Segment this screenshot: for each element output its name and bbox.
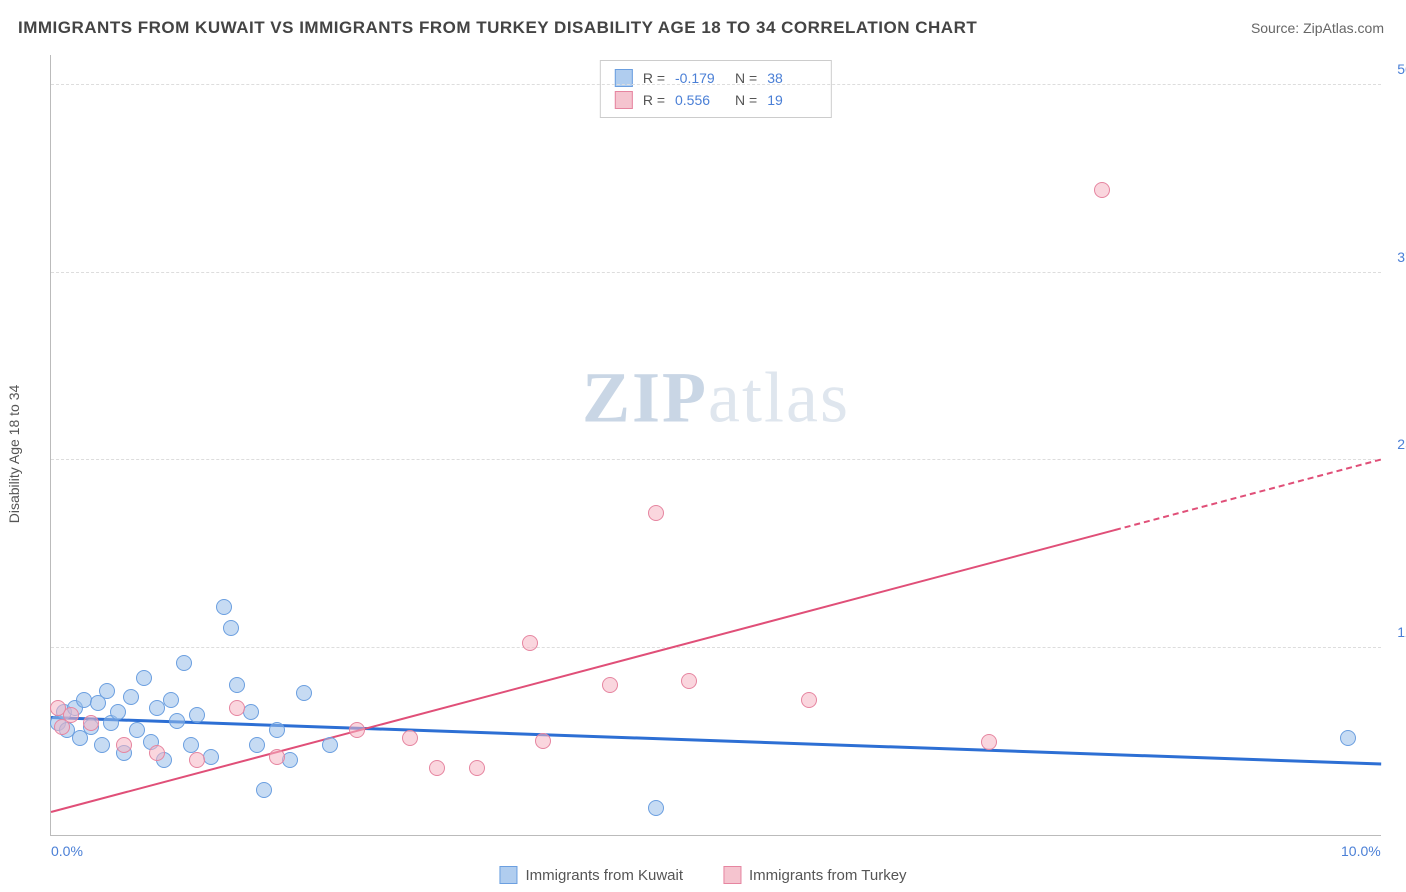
y-tick-label: 12.5% (1397, 624, 1406, 640)
data-point-kuwait (183, 737, 199, 753)
stat-n-value: 19 (767, 89, 817, 111)
data-point-kuwait (256, 782, 272, 798)
legend-item-turkey: Immigrants from Turkey (723, 866, 907, 884)
data-point-turkey (149, 745, 165, 761)
data-point-kuwait (163, 692, 179, 708)
data-point-turkey (83, 715, 99, 731)
data-point-turkey (522, 635, 538, 651)
stat-n-value: 38 (767, 67, 817, 89)
data-point-kuwait (169, 713, 185, 729)
legend-bottom: Immigrants from Kuwait Immigrants from Tu… (499, 866, 906, 884)
data-point-turkey (402, 730, 418, 746)
watermark-text: ZIPatlas (582, 357, 850, 440)
data-point-turkey (269, 749, 285, 765)
data-point-kuwait (296, 685, 312, 701)
source-value: ZipAtlas.com (1303, 20, 1384, 36)
data-point-turkey (116, 737, 132, 753)
trend-line (1115, 458, 1382, 530)
data-point-turkey (349, 722, 365, 738)
stat-r-label: R = (643, 67, 665, 89)
data-point-turkey (469, 760, 485, 776)
data-point-turkey (535, 733, 551, 749)
legend-swatch-kuwait (499, 866, 517, 884)
data-point-kuwait (648, 800, 664, 816)
data-point-turkey (801, 692, 817, 708)
data-point-kuwait (94, 737, 110, 753)
data-point-turkey (429, 760, 445, 776)
chart-title: IMMIGRANTS FROM KUWAIT VS IMMIGRANTS FRO… (18, 18, 977, 38)
stat-n-label: N = (735, 67, 757, 89)
legend-swatch-turkey (723, 866, 741, 884)
data-point-turkey (63, 707, 79, 723)
chart-plot-area: ZIPatlas R =-0.179N =38R =0.556N =19 12.… (50, 55, 1381, 836)
data-point-kuwait (110, 704, 126, 720)
stat-row-kuwait: R = -0.179 N = 38 (615, 67, 817, 89)
data-point-kuwait (249, 737, 265, 753)
watermark-atlas: atlas (708, 358, 850, 438)
legend-label-kuwait: Immigrants from Kuwait (525, 867, 683, 884)
x-tick-label: 10.0% (1341, 843, 1381, 859)
data-point-turkey (602, 677, 618, 693)
data-point-kuwait (176, 655, 192, 671)
data-point-kuwait (129, 722, 145, 738)
data-point-kuwait (1340, 730, 1356, 746)
data-point-kuwait (189, 707, 205, 723)
data-point-turkey (981, 734, 997, 750)
data-point-kuwait (216, 599, 232, 615)
data-point-turkey (189, 752, 205, 768)
source-label: Source: (1251, 20, 1303, 36)
stat-n-label: N = (735, 89, 757, 111)
watermark-zip: ZIP (582, 358, 708, 438)
legend-item-kuwait: Immigrants from Kuwait (499, 866, 683, 884)
stat-r-value: -0.179 (675, 67, 725, 89)
gridline (51, 272, 1381, 273)
x-tick-label: 0.0% (51, 843, 83, 859)
y-axis-title: Disability Age 18 to 34 (6, 385, 22, 524)
y-tick-label: 50.0% (1397, 61, 1406, 77)
trend-line (51, 529, 1116, 813)
source-attribution: Source: ZipAtlas.com (1251, 20, 1384, 36)
data-point-turkey (648, 505, 664, 521)
gridline (51, 459, 1381, 460)
stat-row-turkey: R = 0.556 N = 19 (615, 89, 817, 111)
stat-r-label: R = (643, 89, 665, 111)
y-tick-label: 25.0% (1397, 436, 1406, 452)
gridline (51, 84, 1381, 85)
data-point-turkey (229, 700, 245, 716)
gridline (51, 647, 1381, 648)
correlation-stats-box: R = -0.179 N = 38 R = 0.556 N = 19 (600, 60, 832, 118)
legend-label-turkey: Immigrants from Turkey (749, 867, 907, 884)
data-point-kuwait (269, 722, 285, 738)
data-point-kuwait (99, 683, 115, 699)
swatch-turkey (615, 91, 633, 109)
data-point-turkey (1094, 182, 1110, 198)
data-point-kuwait (123, 689, 139, 705)
data-point-kuwait (136, 670, 152, 686)
data-point-kuwait (229, 677, 245, 693)
stat-r-value: 0.556 (675, 89, 725, 111)
y-tick-label: 37.5% (1397, 249, 1406, 265)
data-point-turkey (681, 673, 697, 689)
data-point-kuwait (322, 737, 338, 753)
data-point-kuwait (223, 620, 239, 636)
